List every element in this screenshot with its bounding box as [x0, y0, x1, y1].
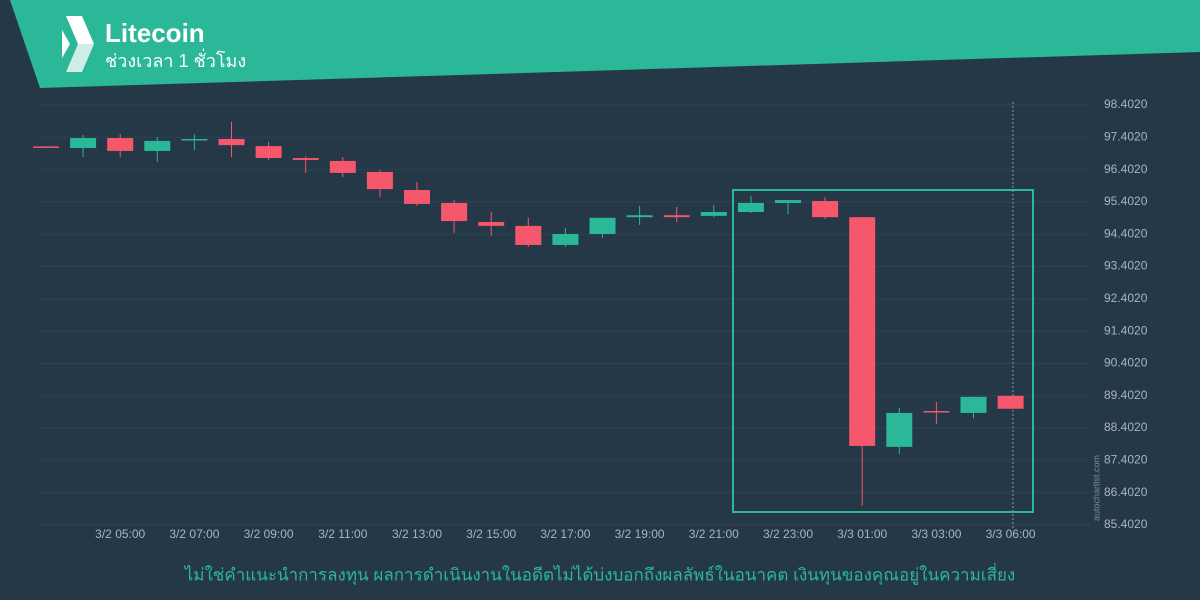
- x-tick-label: 3/2 15:00: [466, 527, 516, 541]
- header-band: [10, 0, 1200, 88]
- candle-body: [849, 217, 876, 446]
- candle-body: [663, 215, 690, 218]
- x-tick-label: 3/3 06:00: [986, 527, 1036, 541]
- highlight-box: [732, 189, 1034, 513]
- y-tick-label: 96.4020: [1104, 162, 1148, 176]
- logo-part: [66, 44, 94, 72]
- candle-body: [923, 411, 950, 413]
- y-tick-label: 97.4020: [1104, 129, 1148, 143]
- candle-body: [775, 200, 801, 203]
- candle-body: [33, 146, 59, 148]
- y-tick-label: 91.4020: [1104, 323, 1148, 337]
- y-tick-label: 94.4020: [1104, 226, 1148, 240]
- y-tick-label: 93.4020: [1104, 259, 1148, 273]
- candle-body: [886, 412, 913, 447]
- x-tick-label: 3/2 07:00: [169, 527, 219, 541]
- y-tick-label: 85.4020: [1104, 517, 1148, 531]
- disclaimer: ไม่ใช่คำแนะนำการลงทุน ผลการดำเนินงานในอด…: [183, 562, 1015, 585]
- y-tick-label: 87.4020: [1104, 453, 1148, 467]
- candle-body: [404, 190, 430, 204]
- candle-body: [181, 138, 208, 141]
- candle-body: [589, 217, 616, 234]
- x-tick-label: 3/2 05:00: [95, 527, 145, 541]
- y-tick-label: 88.4020: [1104, 420, 1148, 434]
- candle-body: [255, 146, 282, 159]
- candle-body: [478, 222, 505, 226]
- y-tick-label: 90.4020: [1104, 356, 1148, 370]
- candle-body: [960, 396, 987, 413]
- x-tick-label: 3/2 13:00: [392, 527, 442, 541]
- candle-body: [626, 215, 653, 218]
- logo-part: [62, 30, 70, 58]
- x-tick-label: 3/2 17:00: [540, 527, 590, 541]
- watermark: autochartist.com: [1091, 455, 1101, 521]
- y-tick-label: 95.4020: [1104, 194, 1148, 208]
- subtitle: ช่วงเวลา 1 ชั่วโมง: [105, 48, 246, 71]
- candle-body: [292, 158, 319, 160]
- y-tick-label: 89.4020: [1104, 388, 1148, 402]
- logo-part: [66, 16, 94, 44]
- x-tick-label: 3/3 01:00: [837, 527, 887, 541]
- candle-body: [144, 140, 171, 151]
- candle-body: [700, 212, 727, 216]
- logo: [62, 16, 94, 72]
- x-tick-label: 3/2 09:00: [244, 527, 294, 541]
- candle-body: [812, 201, 839, 218]
- candle-body: [737, 202, 764, 213]
- x-tick-label: 3/2 19:00: [615, 527, 665, 541]
- candle-body: [997, 395, 1024, 409]
- candle-body: [218, 138, 245, 146]
- x-tick-label: 3/2 23:00: [763, 527, 813, 541]
- candle-body: [366, 171, 393, 190]
- x-tick-label: 3/2 11:00: [318, 527, 367, 541]
- x-tick-label: 3/3 03:00: [911, 527, 961, 541]
- y-tick-label: 86.4020: [1104, 485, 1148, 499]
- candle-body: [70, 138, 97, 149]
- candle-body: [515, 225, 542, 245]
- candle-body: [552, 233, 579, 245]
- candle-body: [329, 160, 356, 173]
- x-tick-label: 3/2 21:00: [689, 527, 739, 541]
- title: Litecoin: [105, 18, 205, 48]
- y-tick-label: 98.4020: [1104, 97, 1148, 111]
- candle-body: [107, 138, 134, 151]
- y-tick-label: 92.4020: [1104, 291, 1148, 305]
- candle-body: [441, 202, 468, 222]
